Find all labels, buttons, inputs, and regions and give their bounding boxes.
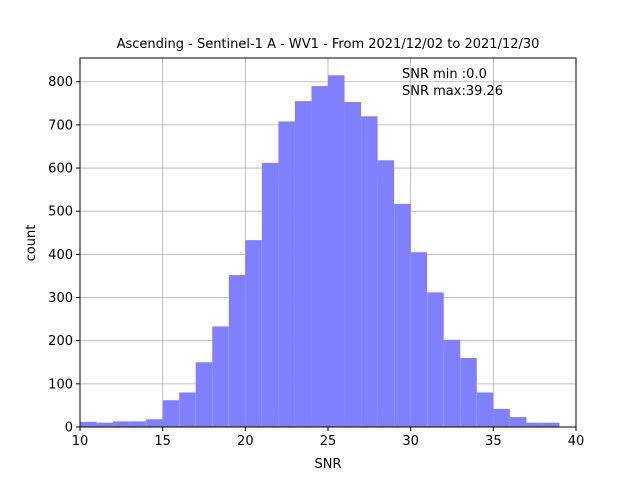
x-tick-label: 40 <box>568 434 585 449</box>
y-tick-label: 800 <box>48 75 73 90</box>
histogram-bar <box>344 102 362 427</box>
histogram-bar <box>443 339 461 427</box>
histogram-bar <box>146 419 163 427</box>
y-tick-label: 400 <box>48 248 73 263</box>
histogram-bar <box>542 422 560 427</box>
y-tick-label: 0 <box>65 421 73 436</box>
histogram-bar <box>113 421 130 427</box>
histogram-bar <box>129 421 147 427</box>
x-tick-label: 20 <box>237 434 254 449</box>
histogram-bar <box>493 408 510 427</box>
histogram-bar <box>212 326 229 427</box>
histogram-bar <box>195 362 213 427</box>
histogram-bar <box>509 417 527 427</box>
x-tick-label: 10 <box>72 434 89 449</box>
x-tick-label: 30 <box>402 434 419 449</box>
x-axis-label: SNR <box>314 457 341 472</box>
histogram-bar <box>96 422 114 427</box>
histogram-bar <box>377 160 395 427</box>
histogram-bar <box>245 240 262 427</box>
histogram-bar <box>460 357 477 427</box>
y-tick-label: 700 <box>48 118 73 133</box>
histogram-bar <box>410 252 428 427</box>
histogram-bar <box>278 121 295 427</box>
y-axis-label: count <box>24 225 39 262</box>
histogram-bar <box>179 392 196 427</box>
y-tick-label: 600 <box>48 162 73 177</box>
y-tick-label: 100 <box>48 377 73 392</box>
histogram-bar <box>162 400 180 427</box>
chart-title: Ascending - Sentinel-1 A - WV1 - From 20… <box>117 37 540 52</box>
y-tick-label: 500 <box>48 205 73 220</box>
x-tick-label: 35 <box>485 434 502 449</box>
histogram-bar <box>394 203 411 427</box>
histogram-bar <box>427 292 444 427</box>
histogram-bar <box>228 275 246 427</box>
y-tick-label: 300 <box>48 291 73 306</box>
histogram-bar <box>294 101 312 427</box>
histogram-bar <box>80 421 97 427</box>
histogram-bar <box>261 162 279 427</box>
histogram-bars <box>80 75 560 428</box>
x-tick-label: 25 <box>320 434 337 449</box>
snr-min-annotation: SNR min :0.0 <box>402 67 487 82</box>
axes <box>76 57 577 431</box>
histogram-bar <box>476 392 494 427</box>
histogram-bar <box>328 75 345 428</box>
histogram-bar <box>526 422 543 427</box>
snr-max-annotation: SNR max:39.26 <box>402 84 503 99</box>
histogram-bar <box>311 86 328 427</box>
x-tick-label: 15 <box>154 434 171 449</box>
histogram-bar <box>361 116 378 428</box>
y-tick-label: 200 <box>48 334 73 349</box>
